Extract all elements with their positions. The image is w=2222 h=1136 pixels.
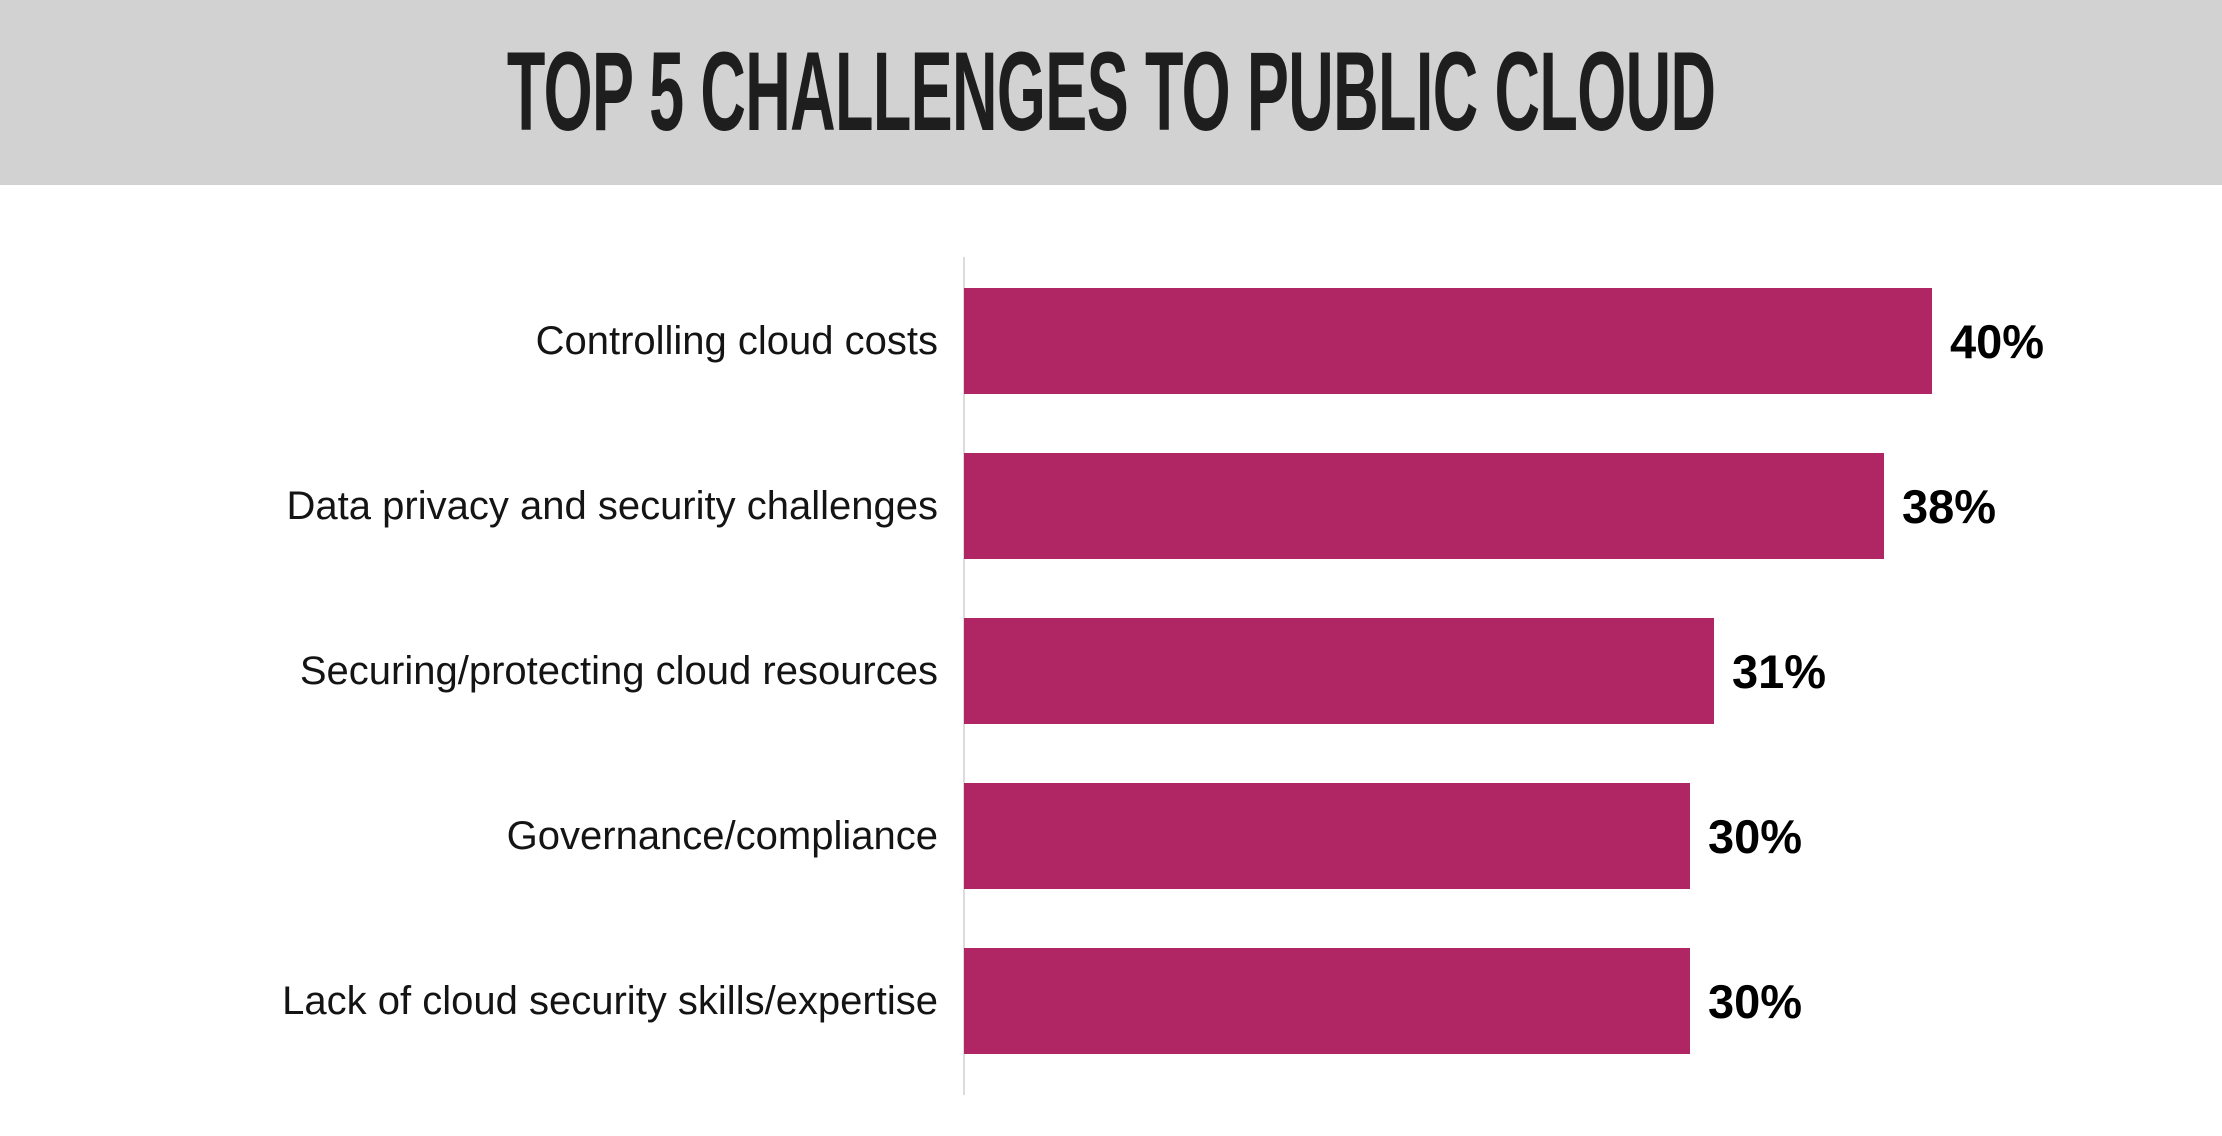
category-label: Controlling cloud costs [535,318,938,363]
chart-row: Controlling cloud costs 40% [0,288,2222,394]
bar [964,288,1932,394]
bar-chart: Controlling cloud costs 40% Data privacy… [0,185,2222,1136]
chart-title: TOP 5 CHALLENGES TO PUBLIC CLOUD [506,29,1716,155]
category-label: Securing/protecting cloud resources [299,648,938,693]
bar [964,783,1690,889]
category-label: Data privacy and security challenges [286,483,938,528]
value-label: 31% [1732,644,1827,698]
value-label: 38% [1902,479,1997,533]
chart-row: Governance/compliance 30% [0,783,2222,889]
value-label: 30% [1708,809,1803,863]
chart-row: Lack of cloud security skills/expertise … [0,948,2222,1054]
chart-rows: Controlling cloud costs 40% Data privacy… [0,288,2222,1054]
bar [964,618,1714,724]
category-label: Governance/compliance [506,813,938,858]
chart-header: TOP 5 CHALLENGES TO PUBLIC CLOUD [0,0,2222,185]
value-label: 30% [1708,974,1803,1028]
chart-row: Securing/protecting cloud resources 31% [0,618,2222,724]
chart-row: Data privacy and security challenges 38% [0,453,2222,559]
bar [964,948,1690,1054]
value-label: 40% [1950,314,2045,368]
bar [964,453,1884,559]
category-label: Lack of cloud security skills/expertise [282,978,938,1023]
